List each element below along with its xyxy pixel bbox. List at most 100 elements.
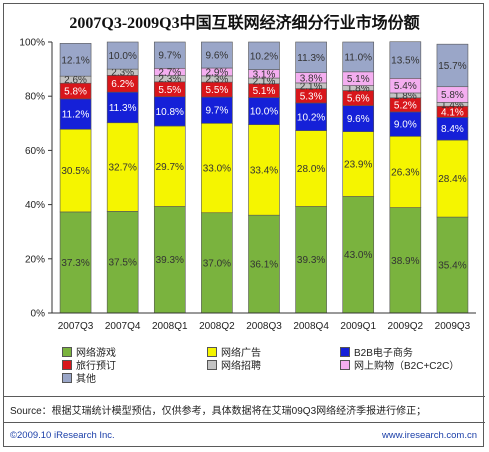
legend-label: 旅行预订 bbox=[76, 361, 116, 372]
bar-segment bbox=[153, 41, 186, 69]
data-label: 9.7% bbox=[205, 106, 228, 117]
bar-segment bbox=[389, 207, 422, 314]
bar-segment bbox=[248, 124, 280, 216]
x-tick-label: 2007Q3 bbox=[58, 321, 94, 332]
data-label: 9.0% bbox=[394, 120, 417, 131]
legend-swatch bbox=[62, 347, 72, 358]
data-label: 2.7% bbox=[158, 67, 181, 78]
data-label: 2.6% bbox=[64, 75, 87, 86]
data-label: 3.1% bbox=[253, 69, 276, 80]
bar-segment bbox=[342, 41, 375, 73]
website-link[interactable]: www.iresearch.com.cn bbox=[381, 430, 477, 441]
copyright-text: ©2009.10 iResearch Inc. bbox=[10, 430, 115, 441]
data-label: 38.9% bbox=[391, 256, 419, 267]
legend-item: 网络游戏 bbox=[62, 347, 116, 360]
bar-segment bbox=[106, 41, 139, 70]
data-label: 5.3% bbox=[300, 91, 323, 102]
x-tick-label: 2008Q2 bbox=[199, 321, 235, 332]
legend-item: 网络广告 bbox=[207, 347, 261, 360]
y-tick-label: 40% bbox=[25, 200, 45, 211]
data-label: 37.3% bbox=[61, 258, 89, 269]
data-label: 5.2% bbox=[394, 100, 417, 111]
legend-item: 网络招聘 bbox=[207, 360, 261, 373]
legend-label: B2B电子商务 bbox=[354, 348, 413, 359]
bar-segment bbox=[342, 196, 375, 314]
bar-segment bbox=[342, 131, 375, 197]
data-label: 2.1% bbox=[300, 81, 323, 92]
bar-segment bbox=[201, 96, 233, 124]
legend-label: 网络广告 bbox=[221, 348, 261, 359]
data-label: 6.2% bbox=[111, 79, 134, 90]
data-label: 10.8% bbox=[156, 107, 184, 118]
data-label: 5.8% bbox=[441, 90, 464, 101]
data-label: 2.1% bbox=[253, 76, 276, 87]
data-label: 5.6% bbox=[347, 94, 370, 105]
x-tick-label: 2008Q1 bbox=[152, 321, 188, 332]
data-label: 28.4% bbox=[438, 174, 466, 185]
bar-segment bbox=[436, 139, 469, 218]
legend-item: 旅行预订 bbox=[62, 360, 116, 373]
legend-label: 网上购物（B2C+C2C） bbox=[354, 361, 460, 372]
bar-segment bbox=[153, 96, 186, 127]
source-note: Source：根据艾瑞统计模型预估，仅供参考，具体数据将在艾瑞09Q3网络经济季… bbox=[10, 406, 427, 417]
data-label: 11.0% bbox=[344, 52, 372, 63]
data-label: 10.2% bbox=[297, 112, 325, 123]
x-tick-label: 2008Q3 bbox=[246, 321, 282, 332]
x-tick-label: 2009Q2 bbox=[388, 321, 424, 332]
legend-item: B2B电子商务 bbox=[340, 347, 413, 360]
data-label: 33.0% bbox=[203, 164, 231, 175]
data-label: 3.8% bbox=[300, 73, 323, 84]
legend-swatch bbox=[340, 360, 350, 371]
bar-segment bbox=[153, 125, 186, 207]
data-label: 10.2% bbox=[250, 51, 278, 62]
legend-swatch bbox=[62, 373, 72, 384]
data-label: 11.3% bbox=[297, 53, 325, 64]
data-label: 39.3% bbox=[297, 255, 325, 266]
data-label: 1.8% bbox=[394, 91, 417, 102]
data-label: 10.0% bbox=[108, 51, 136, 62]
data-label: 37.5% bbox=[108, 258, 136, 269]
bar-segment bbox=[106, 91, 139, 124]
legend-label: 网络招聘 bbox=[221, 361, 261, 372]
data-label: 39.3% bbox=[156, 255, 184, 266]
bar-segment bbox=[248, 41, 280, 70]
data-label: 8.4% bbox=[441, 124, 464, 135]
divider bbox=[4, 422, 485, 423]
data-label: 30.5% bbox=[61, 166, 89, 177]
data-label: 9.7% bbox=[158, 51, 181, 62]
data-label: 1.4% bbox=[441, 100, 464, 111]
data-label: 2.9% bbox=[205, 67, 228, 78]
data-label: 5.1% bbox=[253, 86, 276, 97]
data-label: 5.8% bbox=[64, 87, 87, 98]
x-tick-label: 2007Q4 bbox=[105, 321, 141, 332]
data-label: 10.0% bbox=[250, 107, 278, 118]
data-label: 36.1% bbox=[250, 260, 278, 271]
data-label: 33.4% bbox=[250, 165, 278, 176]
bar-segment bbox=[342, 105, 375, 133]
legend-item: 其他 bbox=[62, 373, 96, 386]
x-tick-label: 2009Q1 bbox=[340, 321, 376, 332]
data-label: 5.5% bbox=[205, 85, 228, 96]
data-label: 43.0% bbox=[344, 250, 372, 261]
legend-label: 其他 bbox=[76, 374, 96, 385]
legend-swatch bbox=[207, 360, 217, 371]
data-label: 2.3% bbox=[111, 68, 134, 79]
data-label: 9.6% bbox=[205, 51, 228, 62]
y-tick-label: 60% bbox=[25, 146, 45, 157]
data-label: 5.4% bbox=[394, 81, 417, 92]
chart-title: 2007Q3-2009Q3中国互联网经济细分行业市场份额 bbox=[69, 15, 420, 32]
bar-segment bbox=[59, 43, 92, 77]
data-label: 11.3% bbox=[109, 103, 137, 114]
data-label: 13.5% bbox=[391, 56, 419, 67]
data-label: 15.7% bbox=[438, 61, 466, 72]
data-label: 26.3% bbox=[391, 167, 419, 178]
data-label: 23.9% bbox=[344, 160, 372, 171]
data-label: 29.7% bbox=[156, 162, 184, 173]
legend-swatch bbox=[62, 360, 72, 371]
divider bbox=[4, 396, 485, 397]
data-label: 12.1% bbox=[61, 55, 89, 66]
bar-segment bbox=[436, 43, 469, 88]
data-label: 2.3% bbox=[205, 74, 228, 85]
data-label: 32.7% bbox=[108, 163, 136, 174]
bar-segment bbox=[389, 41, 422, 79]
